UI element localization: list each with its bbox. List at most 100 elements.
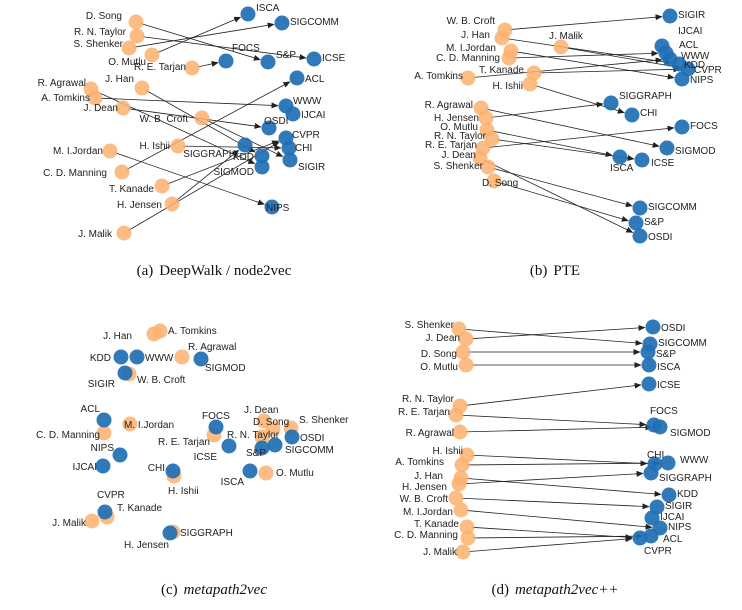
- label-v-siggraph: SIGGRAPH: [183, 149, 236, 160]
- label-v-cvpr: CVPR: [97, 490, 125, 501]
- label-a-jm: J. Malik: [549, 31, 584, 42]
- label-v-osdi: OSDI: [264, 116, 288, 127]
- edge-hi-to-chi: [471, 454, 648, 467]
- label-a-om: O. Mutlu: [276, 468, 314, 479]
- label-a-mij: M. I.Jordan: [53, 146, 103, 157]
- node-v-kdd: [661, 487, 677, 503]
- node-v-www: [129, 349, 145, 365]
- node-a-hi: [170, 138, 186, 154]
- label-v-siggraph: SIGGRAPH: [619, 91, 672, 102]
- label-v-chi: CHI: [647, 450, 664, 461]
- node-a-ra: [452, 424, 468, 440]
- label-v-focs: FOCS: [650, 406, 678, 417]
- label-a-wbc: W. B. Croft: [140, 114, 189, 125]
- edge-hj-to-siggraph: [463, 470, 644, 485]
- edge-jm-to-cvpr: [565, 47, 681, 70]
- label-v-icse: ICSE: [194, 452, 218, 463]
- edge-rnt-to-icse: [141, 36, 307, 61]
- node-a-mij: [453, 502, 469, 518]
- node-a-jh: [134, 80, 150, 96]
- node-v-kdd: [113, 349, 129, 365]
- edge-ret-to-focs: [196, 60, 219, 68]
- label-a-mij: M. I.Jordan: [403, 507, 453, 518]
- label-a-ret: R. E. Tarjan: [158, 437, 210, 448]
- edge-ra-to-sigmod: [485, 108, 660, 148]
- node-v-acl: [96, 412, 112, 428]
- node-v-osdi: [645, 319, 661, 335]
- edge-ssh-to-sigcomm: [492, 167, 633, 208]
- label-v-icse: ICSE: [322, 53, 346, 64]
- label-v-sp: S&P: [246, 448, 266, 459]
- node-v-sigmod: [254, 159, 270, 175]
- label-a-wbc: W. B. Croft: [400, 494, 449, 505]
- node-v-focs: [218, 53, 234, 69]
- label-a-cdm: C. D. Manning: [436, 53, 500, 64]
- node-v-kdd: [254, 148, 270, 164]
- node-a-cdm: [460, 530, 476, 546]
- edge-jh-to-kdd: [465, 478, 662, 497]
- node-v-siggraph: [162, 525, 178, 541]
- label-v-sigir: SIGIR: [678, 10, 705, 21]
- label-v-sigir: SIGIR: [88, 379, 115, 390]
- node-v-ijcai: [644, 510, 660, 526]
- node-a-jh: [494, 30, 510, 46]
- label-a-ra: R. Agrawal: [406, 428, 454, 439]
- label-v-acl: ACL: [663, 534, 683, 545]
- label-v-acl: ACL: [679, 40, 699, 51]
- label-v-siggraph: SIGGRAPH: [180, 528, 233, 539]
- label-a-ssh: S. Shenker: [299, 415, 349, 426]
- node-v-siggraph: [603, 95, 619, 111]
- label-a-jh: J. Han: [414, 471, 443, 482]
- caption-c: (c) metapath2vec: [161, 582, 267, 598]
- node-a-ret: [448, 407, 464, 423]
- edge-mij-to-nips: [114, 152, 265, 206]
- label-a-dsong: D. Song: [253, 417, 289, 428]
- node-v-isca: [641, 357, 657, 373]
- edge-om-to-isca: [491, 130, 613, 158]
- node-v-sigcomm: [274, 15, 290, 31]
- panel-c: J. Han A. Tomkins R. Agrawal KDD WWW SIGMOD SI…: [36, 323, 349, 598]
- label-a-tk: T. Kanade: [109, 184, 154, 195]
- label-v-ijcai: IJCAI: [73, 462, 97, 473]
- node-a-mij: [102, 143, 118, 159]
- node-v-isca: [240, 6, 256, 22]
- label-a-jh: J. Han: [103, 331, 132, 342]
- node-v-sigcomm: [632, 200, 648, 216]
- caption-d: (d) metapath2vec++: [491, 582, 618, 598]
- node-v-sp: [640, 344, 656, 360]
- edge-om-to-isca: [156, 16, 242, 54]
- node-v-icse: [641, 376, 657, 392]
- node-v-sigir: [282, 152, 298, 168]
- label-a-dsong: D. Song: [86, 11, 122, 22]
- node-v-sp: [260, 54, 276, 70]
- node-a-at: [87, 90, 103, 106]
- node-a-jd: [115, 100, 131, 116]
- label-v-kdd: KDD: [90, 353, 111, 364]
- label-v-www: WWW: [680, 455, 709, 466]
- label-v-sp: S&P: [276, 50, 296, 61]
- label-a-hi: H. Ishii: [432, 446, 463, 457]
- label-v-sigmod: SIGMOD: [675, 146, 716, 157]
- label-v-sigcomm: SIGCOMM: [290, 17, 339, 28]
- label-v-sigcomm: SIGCOMM: [658, 338, 707, 349]
- label-v-ijcai: IJCAI: [678, 26, 702, 37]
- label-v-chi: CHI: [640, 108, 657, 119]
- node-v-chi: [281, 140, 297, 156]
- edge-jm-to-cvpr: [128, 141, 280, 231]
- node-v-chi: [624, 107, 640, 123]
- edge-jd-to-osdi: [484, 159, 634, 233]
- node-a-om: [144, 47, 160, 63]
- label-v-acl: ACL: [81, 404, 101, 415]
- label-a-jd: J. Dean: [244, 405, 278, 416]
- label-a-tk: T. Kanade: [414, 519, 459, 530]
- label-v-icse: ICSE: [651, 158, 675, 169]
- label-a-jd: J. Dean: [442, 150, 476, 161]
- edge-ret-to-focs: [487, 125, 675, 148]
- node-v-chi: [165, 463, 181, 479]
- node-v-isca: [242, 463, 258, 479]
- node-a-wbc: [448, 490, 464, 506]
- node-a-jm: [84, 513, 100, 529]
- label-a-wbc: W. B. Croft: [447, 16, 496, 27]
- label-a-jd: J. Dean: [426, 333, 460, 344]
